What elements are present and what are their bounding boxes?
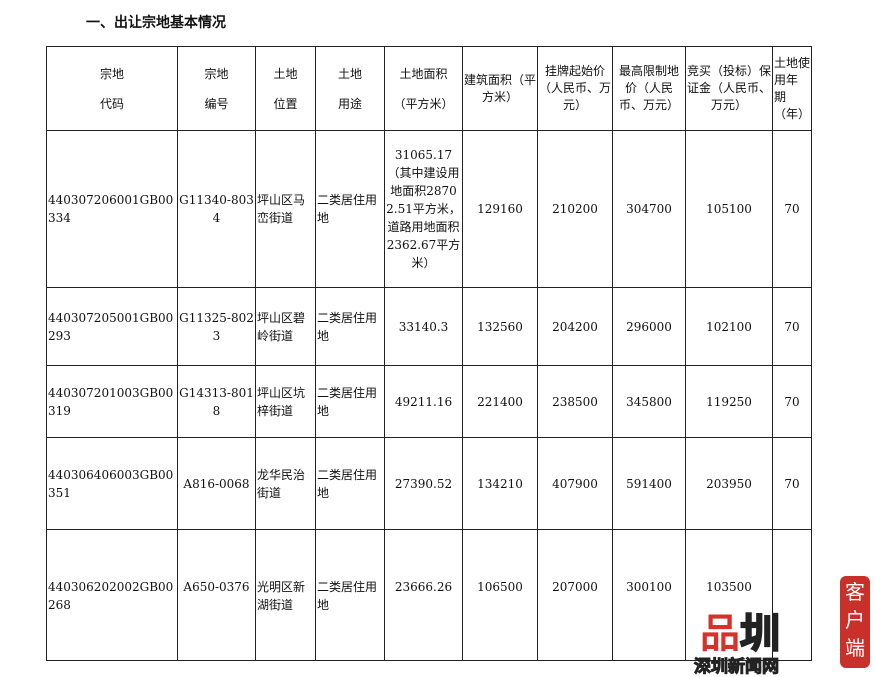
cell-max-price: 300100	[612, 529, 686, 661]
cell-parcel-number: G11325-8023	[177, 287, 256, 366]
cell-building-area: 132560	[462, 287, 538, 366]
table-row: 440306202002GB00268 A650-0376 光明区新湖街道 二类居住用…	[46, 529, 812, 661]
cell-land-area: 31065.17（其中建设用地面积28702.51平方米，道路用地面积2362.…	[384, 130, 463, 288]
cell-parcel-code: 440306406003GB00351	[46, 437, 178, 530]
cell-term: 70	[772, 437, 812, 530]
header-term: 土地使用年 期（年）	[772, 46, 812, 131]
cell-location: 龙华民治街道	[255, 437, 316, 530]
cell-term: 70	[772, 365, 812, 438]
cell-starting-price: 210200	[537, 130, 613, 288]
land-parcel-table: 宗地 代码 宗地 编号 土地 位置 土地 用途 土地面积 （平方米） 建筑面积（平方米） …	[46, 46, 812, 661]
cell-max-price: 345800	[612, 365, 686, 438]
cell-location: 坪山区碧岭街道	[255, 287, 316, 366]
cell-deposit: 103500	[685, 529, 773, 661]
cell-parcel-code: 440306202002GB00268	[46, 529, 178, 661]
header-starting-price: 挂牌起始价（人民币、万元）	[537, 46, 613, 131]
cell-land-area: 33140.3	[384, 287, 463, 366]
header-max-price: 最高限制地价（人民币、万元）	[612, 46, 686, 131]
cell-deposit: 102100	[685, 287, 773, 366]
table-row: 440306406003GB00351 A816-0068 龙华民治街道 二类居住用地…	[46, 437, 812, 530]
cell-land-use: 二类居住用地	[315, 287, 385, 366]
cell-building-area: 129160	[462, 130, 538, 288]
cell-location: 光明区新湖街道	[255, 529, 316, 661]
cell-term: 70	[772, 130, 812, 288]
cell-starting-price: 238500	[537, 365, 613, 438]
cell-land-area: 27390.52	[384, 437, 463, 530]
cell-term	[772, 529, 812, 661]
cell-land-use: 二类居住用地	[315, 437, 385, 530]
table-row: 440307201003GB00319 G14313-8018 坪山区坑梓街道 二类居…	[46, 365, 812, 438]
header-parcel-code: 宗地 代码	[46, 46, 178, 131]
cell-land-use: 二类居住用地	[315, 130, 385, 288]
cell-parcel-number: G14313-8018	[177, 365, 256, 438]
table-row: 440307205001GB00293 G11325-8023 坪山区碧岭街道 二类居…	[46, 287, 812, 366]
table-row: 440307206001GB00334 G11340-8034 坪山区马峦街道 二类居…	[46, 130, 812, 288]
cell-parcel-number: G11340-8034	[177, 130, 256, 288]
cell-building-area: 221400	[462, 365, 538, 438]
cell-starting-price: 204200	[537, 287, 613, 366]
cell-land-area: 49211.16	[384, 365, 463, 438]
cell-building-area: 106500	[462, 529, 538, 661]
cell-deposit: 203950	[685, 437, 773, 530]
header-deposit: 竞买（投标）保证金（人民币、万元）	[685, 46, 773, 131]
cell-starting-price: 407900	[537, 437, 613, 530]
watermark-badge: 客户端	[840, 576, 870, 668]
cell-land-use: 二类居住用地	[315, 529, 385, 661]
header-land-use: 土地 用途	[315, 46, 385, 131]
section-title: 一、出让宗地基本情况	[86, 15, 226, 31]
cell-max-price: 591400	[612, 437, 686, 530]
cell-deposit: 119250	[685, 365, 773, 438]
cell-building-area: 134210	[462, 437, 538, 530]
cell-land-use: 二类居住用地	[315, 365, 385, 438]
header-location: 土地 位置	[255, 46, 316, 131]
header-parcel-number: 宗地 编号	[177, 46, 256, 131]
cell-deposit: 105100	[685, 130, 773, 288]
header-land-area: 土地面积 （平方米）	[384, 46, 463, 131]
cell-parcel-code: 440307201003GB00319	[46, 365, 178, 438]
header-building-area: 建筑面积（平方米）	[462, 46, 538, 131]
cell-land-area: 23666.26	[384, 529, 463, 661]
cell-max-price: 296000	[612, 287, 686, 366]
cell-parcel-number: A650-0376	[177, 529, 256, 661]
cell-starting-price: 207000	[537, 529, 613, 661]
cell-location: 坪山区马峦街道	[255, 130, 316, 288]
cell-max-price: 304700	[612, 130, 686, 288]
cell-parcel-code: 440307205001GB00293	[46, 287, 178, 366]
cell-location: 坪山区坑梓街道	[255, 365, 316, 438]
header-row: 宗地 代码 宗地 编号 土地 位置 土地 用途 土地面积 （平方米） 建筑面积（平方米） …	[46, 46, 812, 131]
cell-parcel-number: A816-0068	[177, 437, 256, 530]
cell-parcel-code: 440307206001GB00334	[46, 130, 178, 288]
cell-term: 70	[772, 287, 812, 366]
